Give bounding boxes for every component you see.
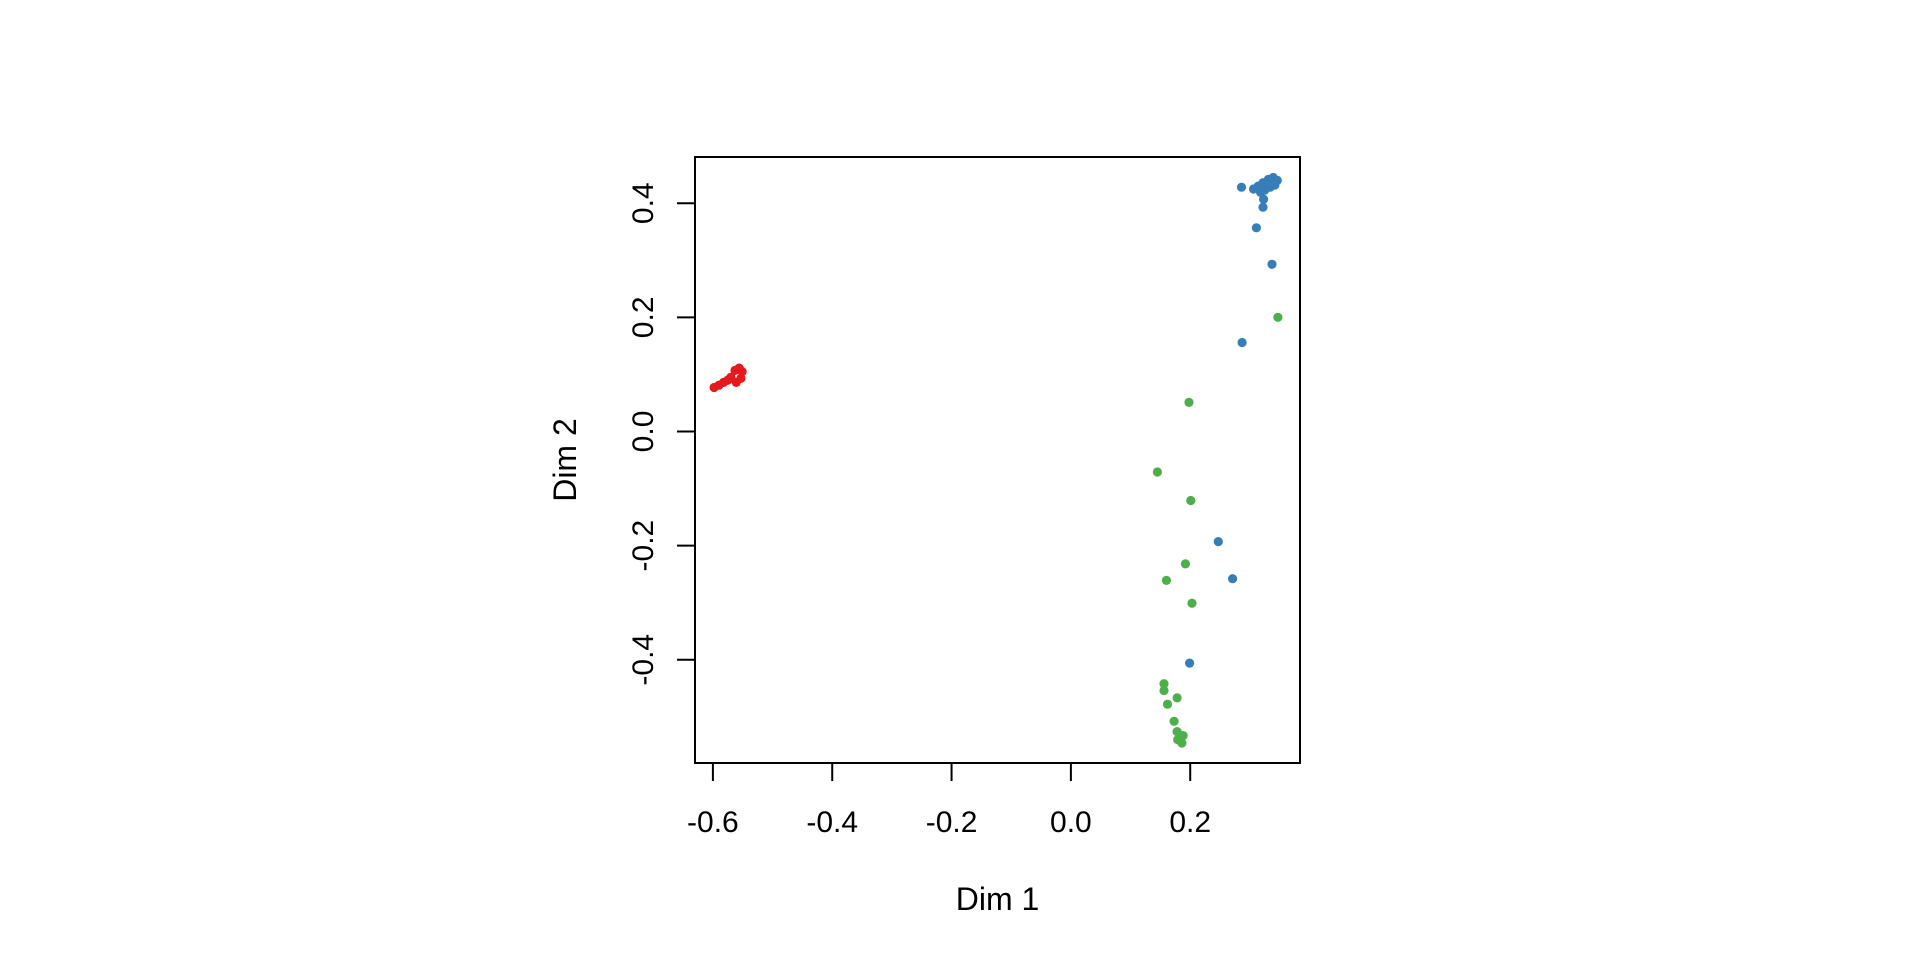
data-point-cluster-green bbox=[1177, 738, 1187, 748]
data-point-cluster-green bbox=[1187, 598, 1197, 608]
data-point-cluster-blue bbox=[1228, 574, 1238, 584]
data-point-cluster-green bbox=[1273, 312, 1283, 322]
data-point-cluster-red bbox=[737, 367, 747, 377]
x-axis-tick-label: -0.2 bbox=[926, 806, 978, 839]
data-point-cluster-blue bbox=[1213, 537, 1223, 547]
data-point-cluster-blue bbox=[1258, 202, 1268, 212]
data-point-cluster-green bbox=[1169, 716, 1179, 726]
data-point-cluster-green bbox=[1162, 699, 1173, 709]
data-point-cluster-green bbox=[1172, 693, 1182, 703]
data-point-cluster-blue bbox=[1259, 194, 1269, 204]
x-axis-tick-label: 0.2 bbox=[1169, 806, 1211, 839]
data-point-cluster-green bbox=[1180, 559, 1190, 569]
y-axis-tick-label: -0.4 bbox=[627, 634, 660, 686]
x-axis-title: Dim 1 bbox=[956, 881, 1040, 917]
data-point-cluster-blue bbox=[1237, 337, 1247, 348]
y-axis-tick-label: 0.2 bbox=[627, 296, 660, 338]
plot-box bbox=[694, 156, 1301, 764]
data-point-cluster-blue bbox=[1236, 182, 1247, 192]
x-axis-tick-label: -0.4 bbox=[806, 806, 858, 839]
y-axis-title: Dim 2 bbox=[547, 418, 583, 502]
data-point-cluster-green bbox=[1161, 575, 1171, 586]
data-point-cluster-green bbox=[1159, 679, 1169, 689]
data-point-cluster-blue bbox=[1185, 658, 1195, 668]
y-axis-tick-label: 0.4 bbox=[627, 182, 660, 224]
data-point-cluster-green bbox=[1184, 397, 1194, 407]
data-point-cluster-green bbox=[1186, 495, 1196, 506]
x-axis-tick-label: -0.6 bbox=[687, 806, 739, 839]
data-point-cluster-green bbox=[1159, 685, 1169, 696]
data-point-cluster-blue bbox=[1251, 223, 1261, 233]
data-point-cluster-blue bbox=[1267, 259, 1277, 269]
data-point-cluster-red bbox=[731, 377, 741, 387]
x-axis-tick-label: 0.0 bbox=[1050, 806, 1092, 839]
data-point-cluster-green bbox=[1152, 467, 1162, 477]
y-axis-tick-label: 0.0 bbox=[627, 411, 660, 453]
y-axis-tick-label: -0.2 bbox=[627, 520, 660, 572]
